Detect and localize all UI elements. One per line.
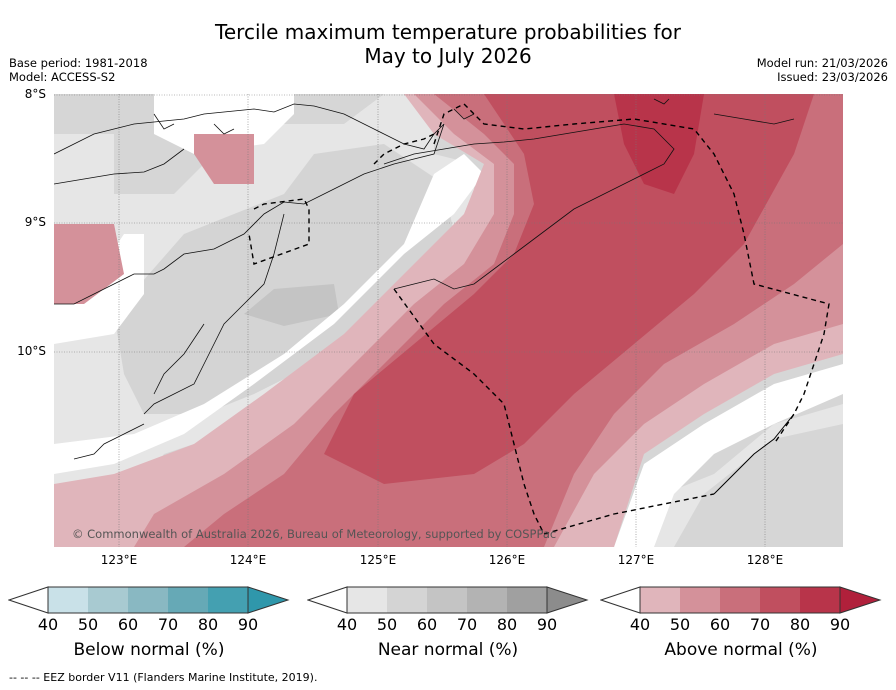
model-name: Model: ACCESS-S2 [9, 70, 116, 84]
lon-label-125e: 125°E [359, 553, 397, 567]
lon-label-123e: 123°E [100, 553, 138, 567]
colorbar-above-bin-1 [680, 587, 720, 613]
eez-footnote: -- -- -- EEZ border V11 (Flanders Marine… [9, 671, 318, 684]
near-tick-70: 70 [456, 615, 478, 634]
near-tick-80: 80 [496, 615, 518, 634]
lat-label-8s: 8°S [24, 87, 46, 101]
colorbar-below-bin-3 [168, 587, 208, 613]
near-50-region [114, 144, 454, 414]
near-50-region-se [674, 424, 843, 547]
above-70-west [54, 224, 124, 304]
below-tick-80: 80 [197, 615, 219, 634]
colorbar-below-extend-low [8, 586, 49, 614]
copyright-notice: © Commonwealth of Australia 2026, Bureau… [72, 527, 557, 541]
near-tick-90: 90 [536, 615, 558, 634]
below-normal-title: Below normal (%) [73, 640, 225, 660]
white-band-se [614, 364, 843, 547]
above-tick-50: 50 [669, 615, 691, 634]
colorbar-near-bin-2 [427, 587, 467, 613]
colorbar-below-bin-0 [48, 587, 88, 613]
meta-left: Base period: 1981-2018 Model: ACCESS-S2 [9, 56, 148, 84]
eez-border [248, 103, 830, 535]
above-normal-title: Above normal (%) [664, 640, 818, 660]
colorbar-above-bin-2 [720, 587, 760, 613]
above-tick-60: 60 [709, 615, 731, 634]
map-title: Tercile maximum temperature probabilitie… [0, 20, 896, 68]
white-band-north [154, 94, 294, 154]
near-tick-60: 60 [416, 615, 438, 634]
colorbar-above-bin-0 [640, 587, 680, 613]
below-tick-60: 60 [117, 615, 139, 634]
colorbar-near-bin-0 [347, 587, 387, 613]
white-band [54, 154, 484, 474]
colorbar-near-bin-4 [507, 587, 547, 613]
title-line-1: Tercile maximum temperature probabilitie… [215, 20, 681, 44]
eez-border-solid [713, 413, 795, 495]
near-tick-50: 50 [376, 615, 398, 634]
above-tick-80: 80 [789, 615, 811, 634]
colorbar-below-extend-high [247, 586, 290, 614]
colorbar-near-extend-low [307, 586, 348, 614]
lon-label-126e: 126°E [488, 553, 526, 567]
colorbar-below-bin-4 [208, 587, 248, 613]
title-line-2: May to July 2026 [364, 44, 532, 68]
colorbar-above [600, 586, 882, 614]
above-70-region [324, 94, 814, 484]
below-tick-90: 90 [237, 615, 259, 634]
meta-right: Model run: 21/03/2026 Issued: 23/03/2026 [757, 56, 888, 84]
lat-label-9s: 9°S [24, 215, 46, 229]
colorbar-above-bin-3 [760, 587, 800, 613]
lon-label-124e: 124°E [229, 553, 267, 567]
base-period: Base period: 1981-2018 [9, 56, 148, 70]
near-tick-40: 40 [336, 615, 358, 634]
above-50-north [194, 134, 254, 184]
above-tick-40: 40 [629, 615, 651, 634]
above-tick-90: 90 [829, 615, 851, 634]
issued-date: Issued: 23/03/2026 [777, 70, 888, 84]
map-panel [54, 94, 843, 547]
colorbar-below-bin-1 [88, 587, 128, 613]
colorbar-below [8, 586, 290, 614]
lon-label-127e: 127°E [617, 553, 655, 567]
probability-map [54, 94, 843, 547]
colorbar-near-bin-1 [387, 587, 427, 613]
colorbar-above-bin-4 [800, 587, 840, 613]
below-tick-70: 70 [157, 615, 179, 634]
near-normal-title: Near normal (%) [377, 640, 519, 660]
below-tick-50: 50 [77, 615, 99, 634]
colorbar-above-extend-low [600, 586, 641, 614]
coastlines [54, 98, 795, 460]
colorbar-near-extend-high [546, 586, 589, 614]
lat-label-10s: 10°S [17, 344, 46, 358]
below-tick-40: 40 [37, 615, 59, 634]
lon-label-128e: 128°E [746, 553, 784, 567]
near-60-region [244, 284, 339, 326]
above-tick-70: 70 [749, 615, 771, 634]
colorbar-below-bin-2 [128, 587, 168, 613]
colorbar-near-bin-3 [467, 587, 507, 613]
model-run: Model run: 21/03/2026 [756, 56, 888, 70]
colorbar-near [307, 586, 589, 614]
colorbar-above-extend-high [839, 586, 882, 614]
